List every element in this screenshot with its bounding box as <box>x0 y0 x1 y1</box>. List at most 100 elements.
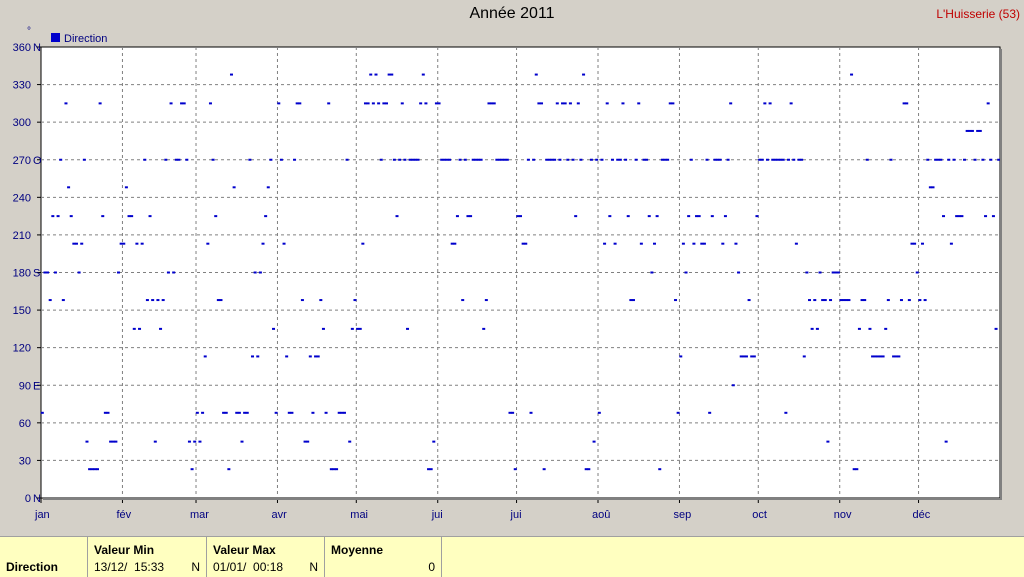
data-point <box>308 355 312 358</box>
data-point <box>626 215 630 218</box>
data-point <box>482 327 486 330</box>
data-point <box>731 384 735 387</box>
data-point <box>208 102 212 105</box>
data-point <box>618 158 622 161</box>
data-point <box>868 327 872 330</box>
data-point <box>844 299 848 302</box>
data-point <box>968 129 972 132</box>
data-point <box>700 242 704 245</box>
data-point <box>876 355 880 358</box>
data-point <box>279 158 283 161</box>
data-point <box>327 102 331 105</box>
data-point <box>448 158 452 161</box>
data-point <box>503 158 507 161</box>
data-point <box>64 102 68 105</box>
y-direction-label: S <box>33 268 40 280</box>
data-point <box>59 158 63 161</box>
data-point <box>342 411 346 414</box>
avg-label: Moyenne <box>331 543 384 557</box>
data-point <box>117 271 121 274</box>
data-point <box>857 327 861 330</box>
avg-value: 0 <box>428 560 435 574</box>
data-point <box>406 327 410 330</box>
data-point <box>445 158 449 161</box>
data-point <box>177 158 181 161</box>
data-point <box>434 102 438 105</box>
data-point <box>637 102 641 105</box>
data-point <box>734 242 738 245</box>
data-point <box>702 242 706 245</box>
data-point <box>797 158 801 161</box>
data-point <box>991 215 995 218</box>
data-point <box>750 355 754 358</box>
x-tick-label: aoû <box>592 509 610 521</box>
data-point <box>589 158 593 161</box>
data-point <box>815 327 819 330</box>
data-point <box>752 355 756 358</box>
data-point <box>90 468 94 471</box>
data-point <box>269 158 273 161</box>
data-point <box>358 327 362 330</box>
y-tick-label: 150 <box>13 305 31 317</box>
data-point <box>524 242 528 245</box>
data-point <box>744 355 748 358</box>
data-point <box>931 186 935 189</box>
data-point <box>319 299 323 302</box>
data-point <box>592 440 596 443</box>
data-point <box>631 299 635 302</box>
data-point <box>442 158 446 161</box>
x-axis: jan fév mar avr mai jui jui aoû sep oct nov déc <box>34 498 931 521</box>
data-point <box>427 468 431 471</box>
min-value: 13/12/ 15:33 <box>94 560 165 574</box>
data-point <box>689 158 693 161</box>
data-point <box>860 299 864 302</box>
data-point <box>403 158 407 161</box>
data-point <box>813 299 817 302</box>
data-point <box>161 299 165 302</box>
data-point <box>978 129 982 132</box>
data-point <box>650 271 654 274</box>
data-point <box>256 355 260 358</box>
data-point <box>684 271 688 274</box>
data-point <box>965 129 969 132</box>
data-point <box>597 411 601 414</box>
data-point <box>148 215 152 218</box>
data-point <box>479 158 483 161</box>
data-point <box>345 158 349 161</box>
data-point <box>106 411 110 414</box>
data-point <box>398 158 402 161</box>
data-point <box>773 158 777 161</box>
data-point <box>495 158 499 161</box>
max-label: Valeur Max <box>213 543 276 557</box>
data-point <box>899 299 903 302</box>
data-point <box>973 158 977 161</box>
data-point <box>135 242 139 245</box>
data-point <box>639 242 643 245</box>
data-point <box>261 242 265 245</box>
data-point <box>337 411 341 414</box>
data-point <box>613 242 617 245</box>
data-point <box>237 411 241 414</box>
data-point <box>416 158 420 161</box>
data-point <box>353 299 357 302</box>
data-point <box>850 73 854 76</box>
data-point <box>258 271 262 274</box>
series-direction <box>40 73 1001 471</box>
data-point <box>566 158 570 161</box>
data-point <box>172 271 176 274</box>
data-point <box>316 355 320 358</box>
data-point <box>558 158 562 161</box>
data-point <box>193 440 197 443</box>
data-point <box>537 102 541 105</box>
x-tick-label: mai <box>350 509 368 521</box>
data-point <box>574 215 578 218</box>
data-point <box>808 299 812 302</box>
data-point <box>584 468 588 471</box>
data-point <box>713 158 717 161</box>
x-tick-label: sep <box>673 509 691 521</box>
data-point <box>119 242 123 245</box>
data-point <box>984 215 988 218</box>
data-point <box>697 215 701 218</box>
data-point <box>251 355 255 358</box>
